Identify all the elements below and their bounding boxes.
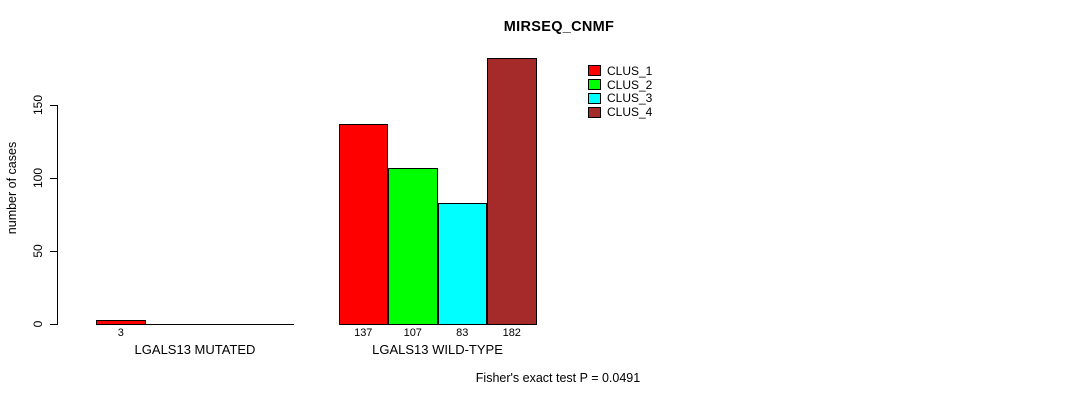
bar-clus-4	[487, 58, 537, 325]
legend: CLUS_1 CLUS_2 CLUS_3 CLUS_4	[588, 64, 652, 119]
chart-title: MIRSEQ_CNMF	[503, 19, 615, 35]
legend-item: CLUS_4	[588, 105, 652, 119]
x-axis-baseline	[96, 324, 294, 325]
y-axis-tick-label: 150	[31, 94, 45, 116]
legend-item: CLUS_2	[588, 78, 652, 92]
y-axis-line	[57, 105, 58, 325]
y-axis-tick	[50, 251, 57, 252]
legend-label: CLUS_3	[607, 91, 653, 106]
y-axis-tick	[50, 105, 57, 106]
legend-label: CLUS_2	[607, 77, 653, 92]
bar-value-label: 182	[502, 327, 521, 339]
bar-clus-1	[96, 320, 146, 325]
y-axis-tick	[50, 178, 57, 179]
x-axis-group-label: LGALS13 WILD-TYPE	[372, 342, 503, 357]
bar-value-label: 107	[403, 327, 422, 339]
bar-clus-3	[437, 203, 487, 325]
bar-value-label: 83	[456, 327, 469, 339]
y-axis-tick-label: 100	[31, 167, 45, 189]
legend-swatch-clus-1	[588, 65, 601, 77]
y-axis-tick-label: 50	[31, 244, 45, 258]
legend-swatch-clus-4	[588, 106, 601, 118]
y-axis-tick-label: 0	[31, 320, 45, 328]
bar-value-label: 3	[117, 327, 124, 339]
legend-label: CLUS_4	[607, 105, 653, 120]
legend-swatch-clus-2	[588, 79, 601, 91]
bar-value-label: 137	[354, 327, 373, 339]
y-axis-tick	[50, 324, 57, 325]
x-axis-group-label: LGALS13 MUTATED	[134, 342, 256, 357]
annotation-text: Fisher's exact test P = 0.0491	[475, 371, 641, 385]
legend-item: CLUS_3	[588, 92, 652, 106]
legend-swatch-clus-3	[588, 92, 601, 104]
legend-label: CLUS_1	[607, 63, 653, 78]
bar-clus-1	[338, 124, 388, 325]
legend-item: CLUS_1	[588, 64, 652, 78]
bar-clus-2	[388, 168, 438, 325]
